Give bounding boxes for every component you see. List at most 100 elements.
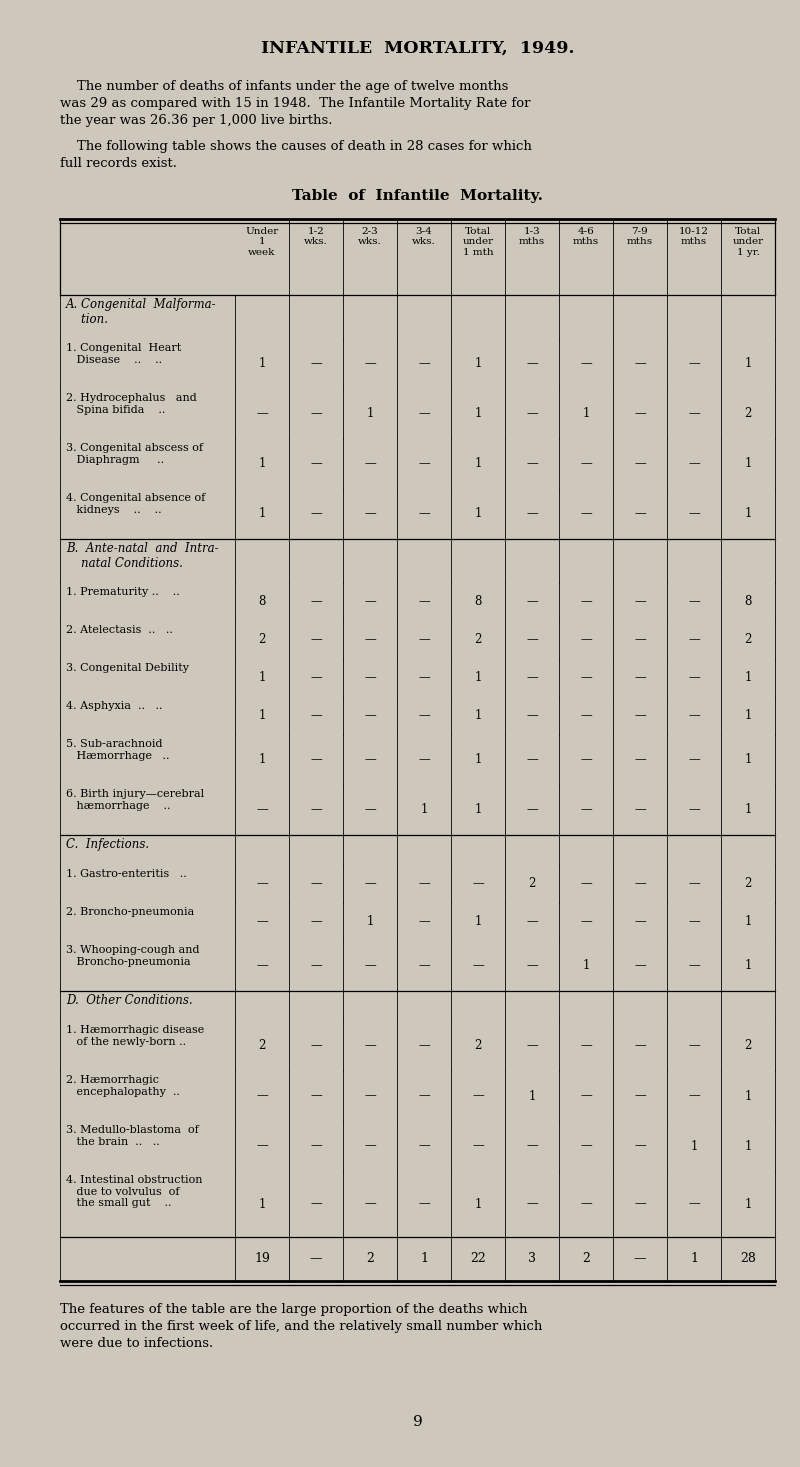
Text: 1: 1 (744, 672, 752, 685)
Text: 28: 28 (740, 1253, 756, 1266)
Text: 3. Congenital abscess of
   Diaphragm     ..: 3. Congenital abscess of Diaphragm .. (66, 443, 203, 465)
Text: —: — (256, 1090, 268, 1103)
Text: 3: 3 (528, 1253, 536, 1266)
Text: —: — (310, 915, 322, 929)
Text: 22: 22 (470, 1253, 486, 1266)
Text: —: — (418, 1197, 430, 1210)
Text: —: — (310, 1140, 322, 1153)
Text: —: — (688, 458, 700, 471)
Text: —: — (256, 804, 268, 817)
Text: —: — (526, 710, 538, 723)
Text: 2: 2 (744, 408, 752, 421)
Text: B.  Ante-natal  and  Intra-
    natal Conditions.: B. Ante-natal and Intra- natal Condition… (66, 541, 218, 571)
Text: —: — (364, 877, 376, 890)
Text: 10-12
mths: 10-12 mths (679, 227, 709, 246)
Text: —: — (364, 596, 376, 609)
Text: —: — (418, 1140, 430, 1153)
Text: 1: 1 (420, 804, 428, 817)
Text: 2: 2 (744, 1040, 752, 1052)
Text: —: — (256, 1140, 268, 1153)
Text: —: — (310, 458, 322, 471)
Text: —: — (526, 596, 538, 609)
Text: 1: 1 (474, 915, 482, 929)
Text: —: — (688, 358, 700, 371)
Text: —: — (364, 508, 376, 521)
Text: —: — (310, 596, 322, 609)
Text: —: — (634, 804, 646, 817)
Text: —: — (526, 959, 538, 973)
Text: —: — (688, 1040, 700, 1052)
Text: —: — (634, 508, 646, 521)
Text: 1: 1 (258, 754, 266, 766)
Text: —: — (310, 634, 322, 647)
Text: —: — (310, 877, 322, 890)
Text: —: — (310, 710, 322, 723)
Text: 1-3
mths: 1-3 mths (519, 227, 545, 246)
Text: —: — (526, 634, 538, 647)
Text: —: — (688, 672, 700, 685)
Text: —: — (364, 634, 376, 647)
Text: 6. Birth injury—cerebral
   hæmorrhage    ..: 6. Birth injury—cerebral hæmorrhage .. (66, 789, 204, 811)
Text: —: — (580, 672, 592, 685)
Text: 2: 2 (528, 877, 536, 890)
Text: 1: 1 (744, 710, 752, 723)
Text: —: — (418, 959, 430, 973)
Text: —: — (418, 754, 430, 766)
Text: The following table shows the causes of death in 28 cases for which
full records: The following table shows the causes of … (60, 139, 532, 170)
Text: 1: 1 (474, 458, 482, 471)
Text: —: — (634, 634, 646, 647)
Text: —: — (310, 508, 322, 521)
Text: 7-9
mths: 7-9 mths (627, 227, 653, 246)
Text: 1: 1 (258, 508, 266, 521)
Text: —: — (526, 1040, 538, 1052)
Text: —: — (364, 1140, 376, 1153)
Text: —: — (634, 754, 646, 766)
Text: —: — (526, 1197, 538, 1210)
Text: —: — (634, 1253, 646, 1266)
Text: —: — (580, 804, 592, 817)
Text: 1: 1 (474, 754, 482, 766)
Text: 1: 1 (474, 508, 482, 521)
Text: D.  Other Conditions.: D. Other Conditions. (66, 995, 193, 1006)
Text: —: — (526, 408, 538, 421)
Text: 1. Congenital  Heart
   Disease    ..    ..: 1. Congenital Heart Disease .. .. (66, 343, 182, 365)
Text: The features of the table are the large proportion of the deaths which
occurred : The features of the table are the large … (60, 1303, 542, 1350)
Text: 1: 1 (366, 915, 374, 929)
Text: C.  Infections.: C. Infections. (66, 838, 149, 851)
Text: 1: 1 (744, 959, 752, 973)
Text: —: — (418, 508, 430, 521)
Text: 1: 1 (474, 804, 482, 817)
Text: —: — (526, 672, 538, 685)
Text: 1: 1 (258, 1197, 266, 1210)
Text: —: — (418, 1090, 430, 1103)
Text: —: — (526, 1140, 538, 1153)
Text: —: — (364, 458, 376, 471)
Text: 8: 8 (474, 596, 482, 609)
Text: —: — (364, 804, 376, 817)
Text: The number of deaths of infants under the age of twelve months
was 29 as compare: The number of deaths of infants under th… (60, 81, 530, 128)
Text: 1: 1 (744, 804, 752, 817)
Text: —: — (310, 1253, 322, 1266)
Text: —: — (634, 1040, 646, 1052)
Text: —: — (310, 754, 322, 766)
Text: —: — (688, 408, 700, 421)
Text: —: — (688, 508, 700, 521)
Text: —: — (580, 596, 592, 609)
Text: —: — (418, 408, 430, 421)
Text: —: — (688, 596, 700, 609)
Text: 1: 1 (528, 1090, 536, 1103)
Text: —: — (526, 915, 538, 929)
Text: 4. Asphyxia  ..   ..: 4. Asphyxia .. .. (66, 701, 162, 711)
Text: 2: 2 (474, 634, 482, 647)
Text: —: — (256, 959, 268, 973)
Text: 1: 1 (258, 710, 266, 723)
Text: —: — (634, 877, 646, 890)
Text: —: — (580, 358, 592, 371)
Text: 3. Medullo-blastoma  of
   the brain  ..   ..: 3. Medullo-blastoma of the brain .. .. (66, 1125, 198, 1147)
Text: —: — (310, 408, 322, 421)
Text: 1: 1 (474, 408, 482, 421)
Text: 3. Whooping-cough and
   Broncho-pneumonia: 3. Whooping-cough and Broncho-pneumonia (66, 945, 199, 967)
Text: 8: 8 (258, 596, 266, 609)
Text: 1: 1 (744, 1140, 752, 1153)
Text: 1: 1 (366, 408, 374, 421)
